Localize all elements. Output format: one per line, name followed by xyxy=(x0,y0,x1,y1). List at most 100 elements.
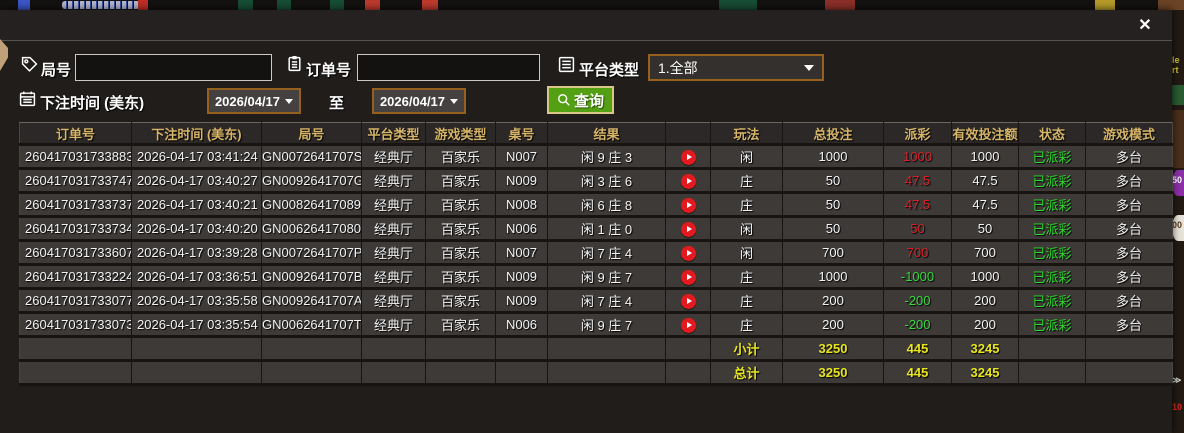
date-from-picker[interactable]: 2026/04/17 xyxy=(207,88,301,114)
cell-play: 闲 xyxy=(710,240,783,266)
play-icon[interactable] xyxy=(680,317,696,333)
cell-empty xyxy=(131,336,262,362)
cell-time: 2026-04-17 03:40:27 xyxy=(131,168,262,194)
cell-result: 闲 9 庄 3 xyxy=(547,144,666,170)
play-icon[interactable] xyxy=(680,245,696,261)
bet-time-label: 下注时间 (美东) xyxy=(40,95,145,112)
play-icon[interactable] xyxy=(680,173,696,189)
cell-empty xyxy=(547,336,666,362)
bg-bead-road-fragment xyxy=(62,1,140,9)
cell-status: 已派彩 xyxy=(1018,288,1086,314)
cell-time: 2026-04-17 03:35:54 xyxy=(131,312,262,338)
cell-order: 260417031733077 xyxy=(19,288,132,314)
bet-history-table: 订单号 下注时间 (美东) 局号 平台类型 游戏类型 桌号 结果 玩法 总投注 … xyxy=(19,122,1173,386)
cell-payout: -200 xyxy=(883,288,952,314)
cell-replay xyxy=(665,288,711,314)
round-no-input[interactable] xyxy=(75,54,272,81)
play-icon[interactable] xyxy=(680,269,696,285)
cell-round: GN0062641707T xyxy=(261,312,362,338)
cell-play: 庄 xyxy=(710,288,783,314)
cell-mode: 多台 xyxy=(1085,168,1173,194)
table-row: 260417031733734 2026-04-17 03:40:20 GN00… xyxy=(19,216,1173,242)
header-replay xyxy=(665,122,711,146)
date-to-picker[interactable]: 2026/04/17 xyxy=(372,88,466,114)
cell-mode: 多台 xyxy=(1085,240,1173,266)
clipboard-icon xyxy=(286,55,303,72)
cell-empty xyxy=(495,360,548,386)
cell-replay xyxy=(665,312,711,338)
grand-total-label: 总计 xyxy=(710,360,783,386)
play-icon[interactable] xyxy=(680,149,696,165)
play-icon[interactable] xyxy=(680,197,696,213)
cell-status: 已派彩 xyxy=(1018,264,1086,290)
play-icon[interactable] xyxy=(680,293,696,309)
cell-round: GN00826417089 xyxy=(261,192,362,218)
order-no-input[interactable] xyxy=(357,54,540,81)
cell-mode: 多台 xyxy=(1085,144,1173,170)
bg-fragment xyxy=(238,0,253,10)
cell-result: 闲 6 庄 8 xyxy=(547,192,666,218)
cell-table-no: N008 xyxy=(495,192,548,218)
close-icon[interactable]: ✕ xyxy=(1138,17,1152,34)
cell-platform: 经典厅 xyxy=(361,288,426,314)
cell-table-no: N007 xyxy=(495,240,548,266)
chevron-down-icon xyxy=(804,64,814,71)
round-no-label: 局号 xyxy=(41,62,72,79)
subtotal-valid-bet: 3245 xyxy=(951,336,1019,362)
cell-empty xyxy=(131,360,262,386)
cell-total-bet: 1000 xyxy=(782,264,884,290)
cell-order: 260417031733883 xyxy=(19,144,132,170)
cell-result: 闲 3 庄 6 xyxy=(547,168,666,194)
cell-status: 已派彩 xyxy=(1018,312,1086,338)
bg-fragment xyxy=(1095,0,1115,10)
bg-fragment xyxy=(1172,110,1184,168)
cell-valid-bet: 50 xyxy=(951,216,1019,242)
calendar-icon xyxy=(19,90,36,107)
modal-title-bar: ✕ xyxy=(0,10,1172,41)
bg-fragment xyxy=(1172,85,1184,105)
cell-mode: 多台 xyxy=(1085,312,1173,338)
header-result: 结果 xyxy=(547,122,666,146)
cell-mode: 多台 xyxy=(1085,216,1173,242)
cell-play: 庄 xyxy=(710,312,783,338)
bg-fragment xyxy=(330,0,344,10)
cell-replay xyxy=(665,240,711,266)
cell-round: GN0092641707G xyxy=(261,168,362,194)
cell-total-bet: 200 xyxy=(782,288,884,314)
subtotal-label: 小计 xyxy=(710,336,783,362)
cell-empty xyxy=(425,360,496,386)
header-valid-bet: 有效投注额 xyxy=(951,122,1019,146)
header-bet-time: 下注时间 (美东) xyxy=(131,122,262,146)
cell-result: 闲 9 庄 7 xyxy=(547,264,666,290)
bg-fragment xyxy=(825,0,855,10)
header-game-type: 游戏类型 xyxy=(425,122,496,146)
cell-total-bet: 50 xyxy=(782,216,884,242)
cell-status: 已派彩 xyxy=(1018,144,1086,170)
cell-play: 闲 xyxy=(710,144,783,170)
platform-select[interactable]: 1.全部 xyxy=(648,54,824,81)
cell-time: 2026-04-17 03:40:20 xyxy=(131,216,262,242)
cell-play: 庄 xyxy=(710,168,783,194)
cell-game: 百家乐 xyxy=(425,240,496,266)
cell-game: 百家乐 xyxy=(425,288,496,314)
cell-replay xyxy=(665,144,711,170)
play-icon[interactable] xyxy=(680,221,696,237)
cell-table-no: N006 xyxy=(495,216,548,242)
cell-empty xyxy=(261,336,362,362)
cell-empty xyxy=(1085,336,1173,362)
search-icon xyxy=(558,94,570,106)
header-order-no: 订单号 xyxy=(19,122,132,146)
cell-valid-bet: 200 xyxy=(951,288,1019,314)
cell-time: 2026-04-17 03:41:24 xyxy=(131,144,262,170)
cell-valid-bet: 200 xyxy=(951,312,1019,338)
cell-status: 已派彩 xyxy=(1018,168,1086,194)
date-to-label: 至 xyxy=(329,95,345,112)
cell-valid-bet: 700 xyxy=(951,240,1019,266)
platform-type-label: 平台类型 xyxy=(579,62,640,79)
cell-total-bet: 50 xyxy=(782,192,884,218)
cell-time: 2026-04-17 03:39:28 xyxy=(131,240,262,266)
header-game-mode: 游戏模式 xyxy=(1085,122,1173,146)
subtotal-row: 小计 3250 445 3245 xyxy=(19,336,1173,362)
cell-result: 闲 7 庄 4 xyxy=(547,240,666,266)
query-button[interactable]: 查询 xyxy=(547,86,614,114)
